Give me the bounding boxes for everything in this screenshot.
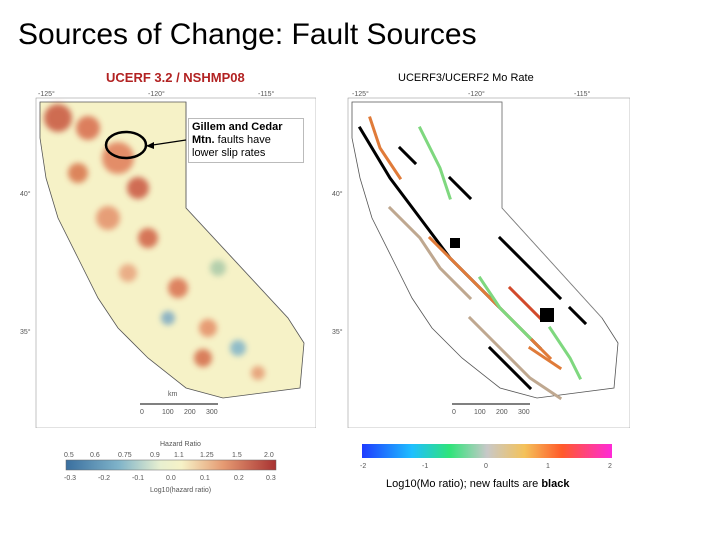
hz-bot-7: 0.3 [266,475,276,482]
hz-bot-1: -0.3 [64,475,76,482]
left-lon-tick-2: -120° [148,90,165,98]
left-lon-tick-3: -115° [258,90,274,98]
hz-top-2: 0.6 [90,452,100,459]
right-lon-tick-1: -125° [352,90,369,98]
mo-tick-3: 0 [484,463,488,470]
right-lon-tick-3: -115° [574,90,590,98]
left-lat-tick-1: 40° [20,190,31,198]
callout-box: Gillem and Cedar Mtn. faults have lower … [188,118,304,163]
hz-bot-4: 0.0 [166,475,176,482]
hz-top-4: 0.9 [150,452,160,459]
callout-text: faults have lower slip rates [192,134,271,159]
left-scale-200: 200 [184,409,196,416]
right-lat-tick-1: 40° [332,190,343,198]
left-map-title: UCERF 3.2 / NSHMP08 [106,70,245,85]
left-lat-tick-2: 35° [20,328,31,336]
mo-ratio-caption-text: Log10(Mo ratio); new faults are [386,478,542,490]
right-scale-0: 0 [452,409,456,416]
right-lat-tick-2: 35° [332,328,343,336]
mo-ratio-colorbar: -2 -1 0 1 2 [360,444,620,504]
hz-top-6: 1.25 [200,452,214,459]
left-scale-100: 100 [162,409,174,416]
hz-bot-6: 0.2 [234,475,244,482]
mo-tick-1: -2 [360,463,366,470]
slide-title: Sources of Change: Fault Sources [18,18,477,51]
callout-bold-text: Gillem and Cedar Mtn. [192,121,283,146]
left-lon-tick-1: -125° [38,90,55,98]
hz-top-5: 1.1 [174,452,184,459]
hz-bot-2: -0.2 [98,475,110,482]
right-map-title: UCERF3/UCERF2 Mo Rate [398,72,534,84]
mo-rate-map: -125° -120° -115° 40° 35° 0 100 200 300 [330,88,630,428]
left-scale-label: km [168,391,178,398]
hz-bot-3: -0.1 [132,475,144,482]
hz-bot-5: 0.1 [200,475,210,482]
left-scale-0: 0 [140,409,144,416]
hz-top-3: 0.75 [118,452,132,459]
mo-ratio-caption-bold: black [541,478,570,490]
right-lon-tick-2: -120° [468,90,485,98]
mo-ratio-caption: Log10(Mo ratio); new faults are black [386,478,569,490]
hz-top-7: 1.5 [232,452,242,459]
mo-tick-4: 1 [546,463,550,470]
callout-ellipse [104,130,148,160]
right-scale-200: 200 [496,409,508,416]
hazard-colorbar-axis-label: Log10(hazard ratio) [150,487,211,494]
mo-tick-5: 2 [608,463,612,470]
hz-top-8: 2.0 [264,452,274,459]
mo-tick-2: -1 [422,463,428,470]
hz-top-1: 0.5 [64,452,74,459]
right-scale-100: 100 [474,409,486,416]
hazard-colorbar: Hazard Ratio 0.5 0.6 0.75 0.9 1.1 1.25 1… [64,440,284,500]
hazard-colorbar-title: Hazard Ratio [160,441,201,448]
left-scale-300: 300 [206,409,218,416]
right-scale-300: 300 [518,409,530,416]
